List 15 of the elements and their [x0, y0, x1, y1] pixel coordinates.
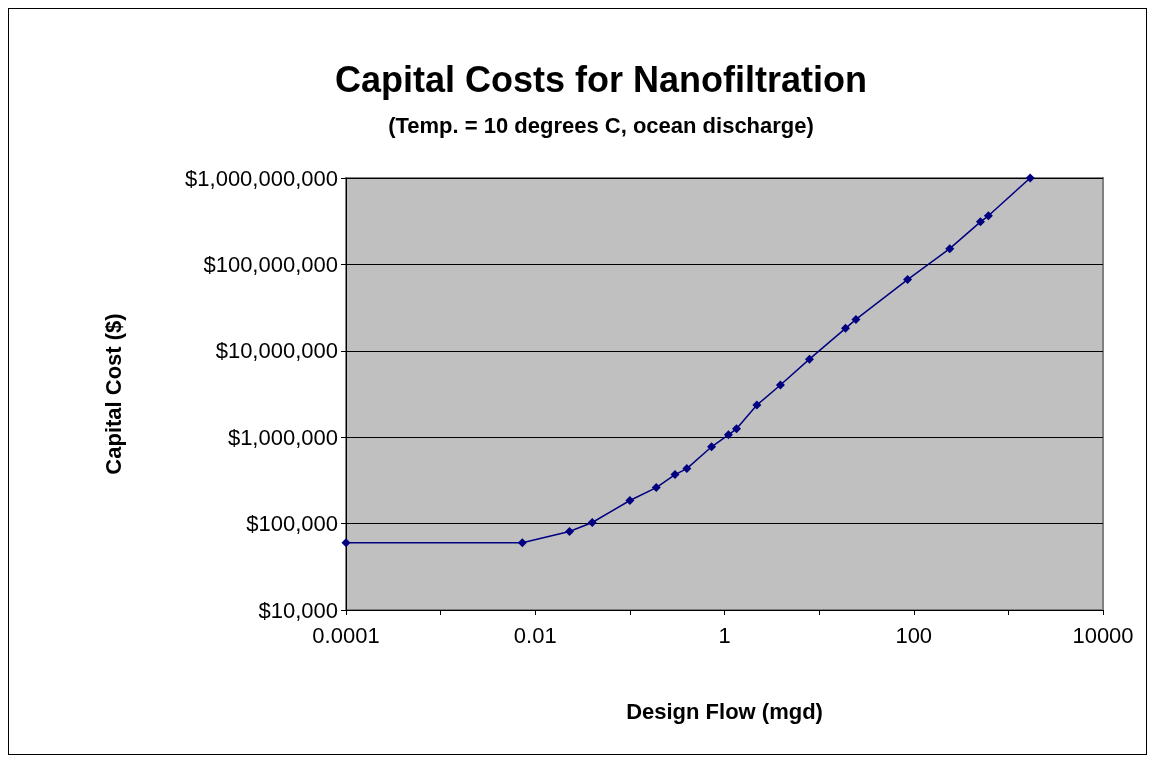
chart-subtitle: (Temp. = 10 degrees C, ocean discharge) [388, 112, 814, 138]
x-tick-label: 100 [895, 622, 933, 648]
x-tick-label: 1 [718, 622, 731, 648]
x-tick-label: 0.0001 [312, 622, 380, 648]
x-axis-title: Design Flow (mgd) [626, 698, 823, 724]
y-axis-title: Capital Cost ($) [100, 313, 126, 475]
x-tick-label: 10000 [1072, 622, 1134, 648]
y-tick-label: $10,000,000 [215, 338, 338, 364]
y-tick-label: $100,000 [246, 511, 338, 537]
y-tick-label: $10,000 [258, 597, 338, 623]
y-tick-label: $100,000,000 [203, 251, 338, 277]
y-tick-label: $1,000,000,000 [185, 165, 338, 191]
x-tick-label: 0.01 [513, 622, 557, 648]
y-tick-label: $1,000,000 [227, 424, 338, 450]
chart-title: Capital Costs for Nanofiltration [334, 58, 868, 100]
